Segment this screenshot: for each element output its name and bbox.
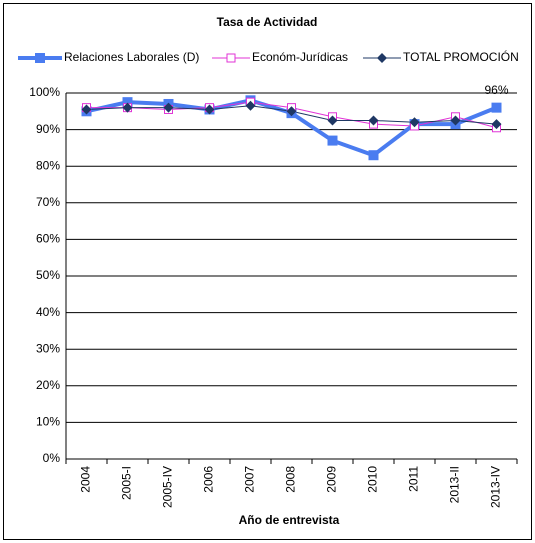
x-tick-label: 2004: [79, 466, 93, 493]
y-tick-label: 10%: [36, 415, 60, 429]
x-tick-label: 2009: [325, 466, 339, 493]
x-tick-label: 2007: [243, 466, 257, 493]
y-tick-label: 70%: [36, 195, 60, 209]
y-tick-label: 30%: [36, 341, 60, 355]
marker: [122, 97, 133, 108]
x-tick-label: 2006: [202, 466, 216, 493]
x-tick-label: 2005-I: [120, 466, 134, 500]
legend-marker: [35, 53, 45, 63]
legend-marker: [226, 53, 236, 63]
marker: [81, 104, 92, 115]
y-tick-label: 0%: [43, 451, 61, 465]
marker: [245, 100, 256, 111]
x-tick-label: 2013-II: [448, 466, 462, 503]
data-label: 96%: [484, 83, 508, 97]
marker: [491, 102, 502, 113]
x-axis-title: Año de entrevista: [239, 513, 340, 527]
marker: [368, 115, 379, 126]
y-tick-label: 50%: [36, 268, 60, 282]
x-tick-label: 2011: [407, 466, 421, 492]
x-tick-label: 2008: [284, 466, 298, 493]
x-tick-label: 2010: [366, 466, 380, 493]
marker: [327, 135, 338, 146]
legend-label: Relaciones Laborales (D): [64, 50, 199, 64]
marker: [409, 117, 420, 128]
x-tick-label: 2005-IV: [161, 466, 175, 508]
y-tick-label: 80%: [36, 158, 60, 172]
x-tick-label: 2013-IV: [489, 466, 503, 508]
legend-marker: [377, 53, 387, 63]
legend-label: Económ-Jurídicas: [252, 50, 348, 64]
marker: [450, 115, 461, 126]
marker: [204, 104, 215, 115]
legend-label: TOTAL PROMOCIÓN: [403, 49, 519, 64]
y-tick-label: 100%: [29, 85, 60, 99]
y-tick-label: 20%: [36, 378, 60, 392]
y-tick-label: 90%: [36, 122, 60, 136]
chart-title: Tasa de Actividad: [217, 15, 318, 29]
marker: [368, 150, 379, 161]
marker: [122, 102, 133, 113]
y-tick-label: 60%: [36, 232, 60, 246]
marker: [163, 102, 174, 113]
y-tick-label: 40%: [36, 305, 60, 319]
marker: [286, 106, 297, 117]
marker: [327, 115, 338, 126]
marker: [491, 119, 502, 130]
